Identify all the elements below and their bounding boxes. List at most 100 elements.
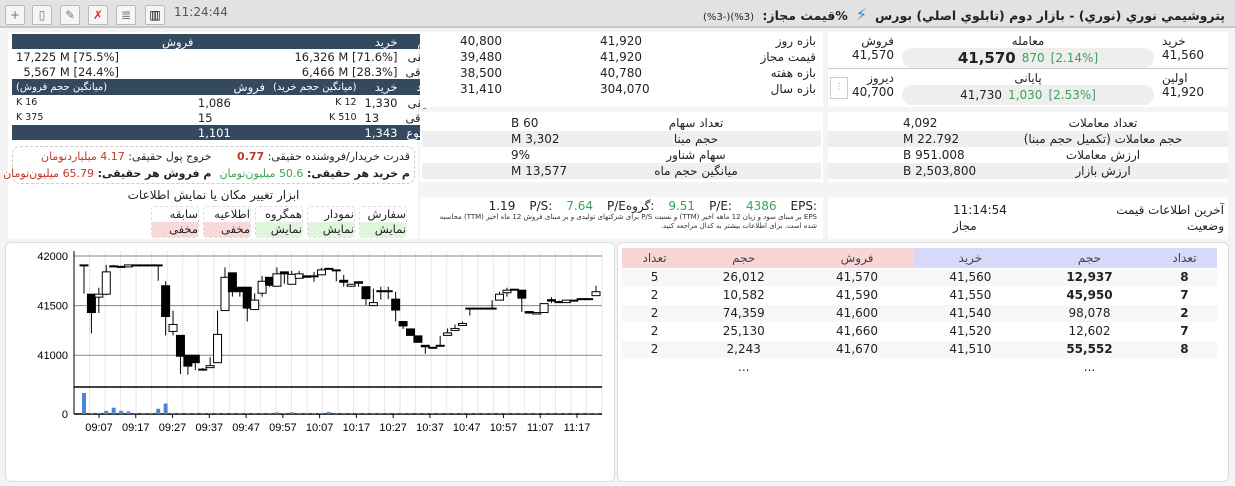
y-tick-label: 41000 [37,350,68,362]
sell-count: 2 [622,340,688,359]
candle-body [190,354,200,364]
yesterday-price: 40,700 [852,85,894,99]
toggle-4[interactable]: سابقه مخفی [151,206,199,238]
candle-body [287,273,297,285]
more-buy: ... [1027,358,1152,377]
candle-body [539,303,549,314]
candle-body [428,346,438,349]
volume-bar [104,410,109,414]
price-limit-label: %قیمت مجاز: [762,8,848,23]
header-avg-sell: (میانگین حجم فروش) [12,79,194,95]
candle-body [517,289,527,299]
volume-bar [156,408,161,414]
candle-body [153,264,163,267]
candle-body [472,307,482,310]
x-tick-label: 10:07 [306,422,334,434]
volume-bar [96,412,101,414]
status-info: آخرین اطلاعات قیمت 11:14:54 وضعیت مجاز [828,202,1228,234]
volume-bar [512,412,517,414]
document-icon[interactable]: ▯ [32,5,52,25]
candle-body [383,290,393,293]
volume-bar [148,412,153,414]
candle-body [502,289,512,294]
candle-body [361,286,371,300]
toggle-state: نمایش [360,222,406,237]
candle-body [272,273,282,287]
orderbook-row[interactable]: 8 12,937 41,560 41,570 26,012 5 [622,268,1217,287]
orderbook-more[interactable]: ...... [622,358,1217,377]
plus-icon[interactable]: + [5,5,25,25]
buy-count: 7 [1151,322,1217,341]
candle-body [420,344,430,348]
info-value: 13,577 M [511,164,568,178]
candle-body [205,365,215,369]
info-row: تعداد سهام 60 B [422,115,821,131]
volume-bar [193,412,198,414]
price-limit-value: (3%)(-3%) [703,12,755,23]
status-label: آخرین اطلاعات قیمت [1116,203,1224,217]
volume-bar [200,412,205,414]
page-title: پتروشيمي نوري (نوري) - بازار دوم (تابلوي… [703,5,1225,24]
ps-value: 1.19 [488,199,516,213]
power-item: قدرت خریدار/فروشنده حقیقی: 0.77 [219,149,410,164]
avg-buy-item: م خرید هر حقیقی: 50.6 میلیون‌تومان [219,166,410,181]
best-sell: 41,570 [852,48,894,62]
candle-body [146,264,156,267]
candle-body [324,267,334,270]
volume-bar [453,412,458,414]
toggle-2[interactable]: همگروه نمایش [255,206,303,238]
x-tick-label: 09:27 [159,422,187,434]
close-label: پایانی [1014,71,1042,85]
candle-body [354,281,364,284]
toggle-3[interactable]: اطلاعیه مخفی [203,206,251,238]
sell-volume: 25,130 [687,322,801,341]
close-pct: [2.53%] [1048,88,1096,102]
range-label: بازه سال [770,82,816,96]
ps-label: P/S: [529,199,553,213]
info-value: 3,302 M [511,132,560,146]
candle-body [391,298,401,311]
vol-row-real: حقیقی16,326 M [71.6%]17,225 M [75.5%] [12,49,443,64]
volume-bar [482,412,487,414]
volume-bar [319,412,324,414]
buy-volume: 6,466 M [28.3%] [301,64,398,79]
sell-price: 41,600 [800,304,914,323]
power-label: قدرت خریدار/فروشنده حقیقی: [267,150,411,163]
candle-body [116,265,126,268]
info-label: تعداد معاملات [1068,116,1138,130]
volume-bar [289,412,294,414]
orderbook-row[interactable]: 2 98,078 41,540 41,600 74,359 2 [622,304,1217,323]
sell-price: 41,590 [800,286,914,305]
candlestick-chart[interactable]: 42000 41500 41000 0 09:07 09:17 09:27 09:37 09:4… [6,243,616,483]
candle-body [302,275,312,278]
pe-value: 9.51 [668,199,696,213]
chart-icon[interactable]: ▥ [145,5,165,25]
orderbook-row[interactable]: 8 55,552 41,510 41,670 2,243 2 [622,340,1217,359]
volume-bar [178,412,183,414]
orderbook-row[interactable]: 7 12,602 41,520 41,660 25,130 2 [622,322,1217,341]
buy-count: 8 [1151,340,1217,359]
volume-bar [586,412,591,414]
tools-icon[interactable]: ✗ [88,5,108,25]
candle-body [554,301,564,304]
orderbook-row[interactable]: 7 45,950 41,550 41,590 10,582 2 [622,286,1217,305]
candle-body [546,299,556,302]
candle-body [339,279,349,283]
candle-body [413,335,423,343]
total-buy: 1,343 [360,125,402,140]
info-row: حجم مبنا 3,302 M [422,131,821,147]
volume-bar [230,412,235,414]
toggle-1[interactable]: نمودار نمایش [307,206,355,238]
candle-body [265,276,275,286]
sell-volume: 17,225 M [75.5%] [16,49,119,64]
volume-bar [245,412,250,414]
toggle-0[interactable]: سفارش نمایش [359,206,407,238]
note-icon[interactable]: ✎ [60,5,80,25]
list-icon[interactable]: ≣ [116,5,136,25]
volume-bar [297,412,302,414]
info-row: تعداد معاملات 4,092 [828,115,1228,131]
equalizer-icon[interactable]: ⫶ [830,77,848,99]
toggle-state: مخفی [204,222,250,237]
